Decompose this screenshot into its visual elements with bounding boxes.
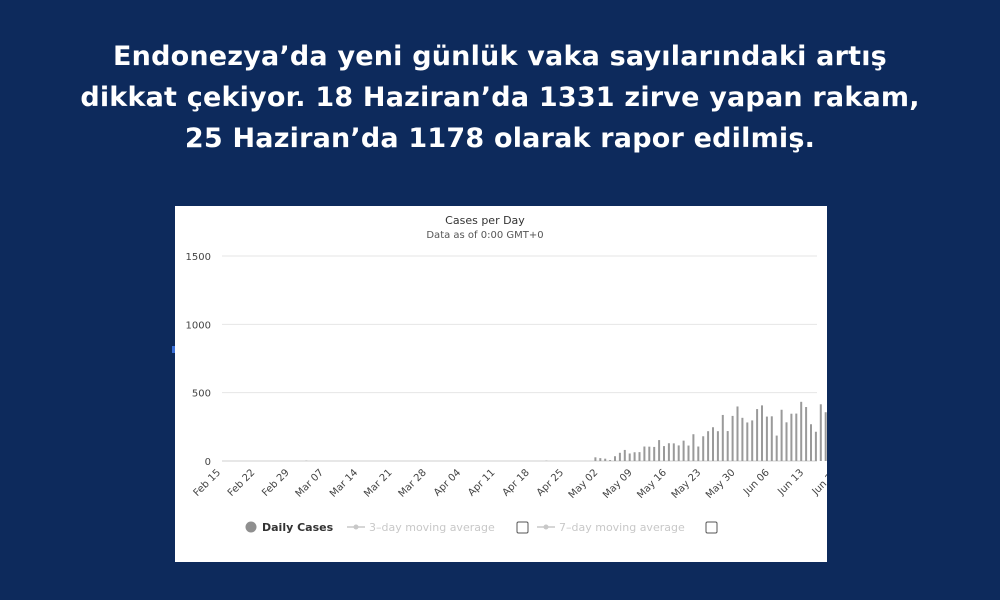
bar bbox=[614, 456, 616, 461]
bar bbox=[785, 422, 788, 461]
legend-label-daily-cases: Daily Cases bbox=[262, 521, 334, 534]
bar bbox=[800, 401, 803, 461]
legend-label-7-day-average: 7–day moving average bbox=[559, 521, 685, 534]
bar bbox=[731, 415, 734, 461]
bar bbox=[692, 434, 695, 461]
bar bbox=[687, 445, 690, 461]
y-tick-label: 1000 bbox=[186, 320, 211, 331]
bar bbox=[697, 446, 700, 461]
x-tick-label: Mar 28 bbox=[397, 467, 429, 499]
y-tick-label: 1500 bbox=[186, 252, 211, 263]
y-tick-label: 500 bbox=[192, 389, 211, 400]
bar bbox=[810, 424, 812, 461]
bar bbox=[746, 422, 749, 461]
chart-title: Cases per Day bbox=[445, 214, 525, 227]
edge-marker bbox=[172, 346, 177, 353]
bar bbox=[609, 460, 612, 461]
headline-line-3: 25 Haziran’da 1178 olarak rapor edilmiş. bbox=[184, 123, 816, 154]
bar bbox=[770, 416, 773, 461]
bar bbox=[790, 413, 793, 461]
bar bbox=[712, 427, 714, 461]
bar bbox=[795, 413, 798, 461]
bar bbox=[756, 409, 759, 461]
bar bbox=[716, 431, 719, 461]
3-day-average-legend-marker-icon bbox=[353, 524, 359, 530]
bar bbox=[805, 407, 808, 461]
bar bbox=[638, 452, 641, 461]
legend-item-7-day-average[interactable]: 7–day moving average bbox=[537, 521, 685, 534]
bar bbox=[594, 457, 597, 461]
bar bbox=[682, 440, 685, 461]
x-tick-label: Mar 14 bbox=[328, 467, 360, 499]
bar bbox=[623, 449, 626, 461]
chart-card: Cases per Day Data as of 0:00 GMT+0 0 500… bbox=[175, 206, 827, 562]
headline-line-2: dikkat çekiyor. 18 Haziran’da 1331 zirve… bbox=[80, 82, 920, 113]
legend-item-daily-cases[interactable]: Daily Cases bbox=[245, 521, 334, 534]
legend-label-3-day-average: 3–day moving average bbox=[369, 521, 495, 534]
7-day-average-checkbox[interactable] bbox=[705, 521, 718, 534]
x-tick-label: Jun 06 bbox=[741, 467, 772, 498]
headline-line-1: Endonezya’da yeni günlük vaka sayılarınd… bbox=[113, 41, 887, 72]
x-tick-label: Jun 13 bbox=[775, 467, 806, 498]
x-tick-label: Apr 04 bbox=[432, 467, 463, 498]
bar bbox=[643, 446, 646, 461]
x-tick-label: Mar 21 bbox=[362, 467, 394, 499]
bar bbox=[633, 452, 636, 461]
bar bbox=[658, 440, 661, 461]
bar bbox=[677, 445, 680, 461]
bar bbox=[741, 417, 744, 461]
bar bbox=[707, 431, 710, 461]
x-tick-label: Apr 18 bbox=[501, 467, 532, 498]
chart-subtitle: Data as of 0:00 GMT+0 bbox=[426, 230, 543, 241]
x-tick-label: Apr 11 bbox=[466, 467, 497, 498]
x-tick-label: Feb 22 bbox=[226, 467, 258, 499]
daily-cases-legend-dot bbox=[245, 521, 257, 533]
bar bbox=[667, 443, 670, 461]
bar bbox=[599, 458, 602, 461]
bars bbox=[305, 401, 827, 461]
legend-item-3-day-average[interactable]: 3–day moving average bbox=[347, 521, 495, 534]
headline: Endonezya’da yeni günlük vaka sayılarınd… bbox=[20, 36, 980, 159]
x-tick-label: May 16 bbox=[635, 467, 669, 501]
bar bbox=[761, 405, 763, 461]
x-tick-label: Feb 29 bbox=[260, 467, 292, 499]
y-tick-label: 0 bbox=[205, 457, 211, 468]
bar bbox=[726, 431, 729, 461]
3-day-average-checkbox[interactable] bbox=[516, 521, 529, 534]
bar bbox=[814, 431, 817, 461]
bar bbox=[736, 406, 739, 461]
bar bbox=[628, 453, 631, 461]
y-axis-labels: 0 500 1000 1500 bbox=[186, 252, 211, 468]
bar bbox=[721, 414, 724, 461]
bar bbox=[663, 446, 665, 461]
x-tick-label: Feb 15 bbox=[192, 467, 224, 499]
x-axis-labels: Feb 15 Feb 22 Feb 29 Mar 07 Mar 14 Mar 21 Mar … bbox=[192, 467, 827, 501]
bar bbox=[751, 420, 754, 461]
gridlines bbox=[222, 255, 817, 462]
legend: Daily Cases 3–day moving average 7–day m… bbox=[245, 521, 718, 534]
bar bbox=[824, 412, 827, 461]
bar bbox=[648, 446, 651, 461]
x-tick-label: May 09 bbox=[601, 467, 635, 501]
bar bbox=[618, 452, 621, 461]
x-tick-label: Apr 25 bbox=[535, 467, 566, 498]
x-tick-label: Jun 20 bbox=[810, 467, 827, 498]
x-tick-label: May 30 bbox=[704, 467, 738, 501]
bar bbox=[653, 446, 656, 461]
bar bbox=[765, 416, 768, 461]
x-tick-label: May 02 bbox=[567, 467, 601, 501]
bar bbox=[819, 404, 822, 461]
bar bbox=[672, 443, 675, 461]
x-tick-label: Mar 07 bbox=[294, 467, 326, 499]
bar bbox=[780, 409, 783, 461]
bar bbox=[702, 436, 705, 461]
bar bbox=[604, 458, 607, 461]
x-tick-label: May 23 bbox=[670, 467, 704, 501]
bar bbox=[775, 435, 778, 461]
7-day-average-legend-marker-icon bbox=[543, 524, 549, 530]
cases-chart: Cases per Day Data as of 0:00 GMT+0 0 500… bbox=[186, 214, 827, 534]
